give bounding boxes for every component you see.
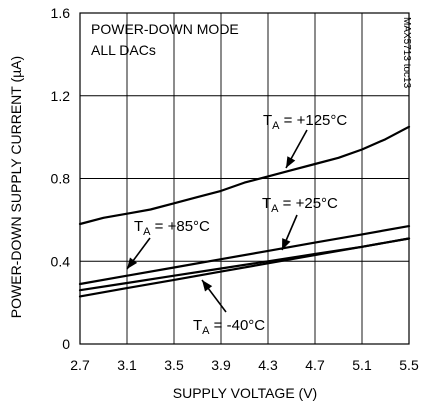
x-tick-label: 3.5 [164, 357, 184, 373]
grid [79, 12, 410, 345]
x-tick-label: 4.3 [258, 357, 278, 373]
annotation-dacs: ALL DACs [91, 42, 156, 58]
series-label-0: TA = +125°C [263, 112, 347, 132]
series-label-1: TA = +85°C [134, 218, 210, 238]
y-tick-label: 0.4 [51, 253, 71, 269]
y-axis-label: POWER-DOWN SUPPLY CURRENT (µA) [8, 56, 24, 318]
x-tick-labels: 2.7 3.1 3.5 3.9 4.3 4.7 5.1 5.5 [70, 357, 419, 373]
arrow-head-1 [127, 257, 138, 269]
x-tick-label: 5.5 [399, 357, 419, 373]
series-line-3 [78, 237, 411, 298]
y-tick-label: 0.8 [51, 171, 71, 187]
y-tick-labels: 0 0.4 0.8 1.2 1.6 [51, 5, 71, 352]
series-line-1 [78, 225, 411, 286]
series-label-3: TA = -40°C [193, 317, 265, 337]
series-layer [78, 125, 411, 298]
curve-labels: TA = +125°C TA = +85°C TA = +25°C TA = -40°… [134, 112, 347, 337]
figure-tag: MAX5713 toc13 [401, 17, 412, 89]
x-axis-label: SUPPLY VOLTAGE (V) [173, 385, 317, 401]
x-tick-label: 3.9 [211, 357, 231, 373]
plot-frame [79, 12, 410, 345]
x-tick-label: 4.7 [305, 357, 325, 373]
x-tick-label: 3.1 [117, 357, 137, 373]
series-line-0 [78, 125, 411, 226]
annotation-mode: POWER-DOWN MODE [91, 21, 239, 37]
x-tick-label: 5.1 [352, 357, 372, 373]
series-label-2: TA = +25°C [262, 195, 338, 215]
y-tick-label: 1.2 [51, 88, 71, 104]
y-tick-label: 0 [62, 336, 70, 352]
arrow-head-2 [282, 238, 291, 250]
y-tick-label: 1.6 [51, 5, 71, 21]
arrow-layer [126, 129, 308, 313]
x-tick-label: 2.7 [70, 357, 90, 373]
arrow-head-3 [202, 280, 213, 292]
arrow-head-0 [286, 156, 296, 168]
